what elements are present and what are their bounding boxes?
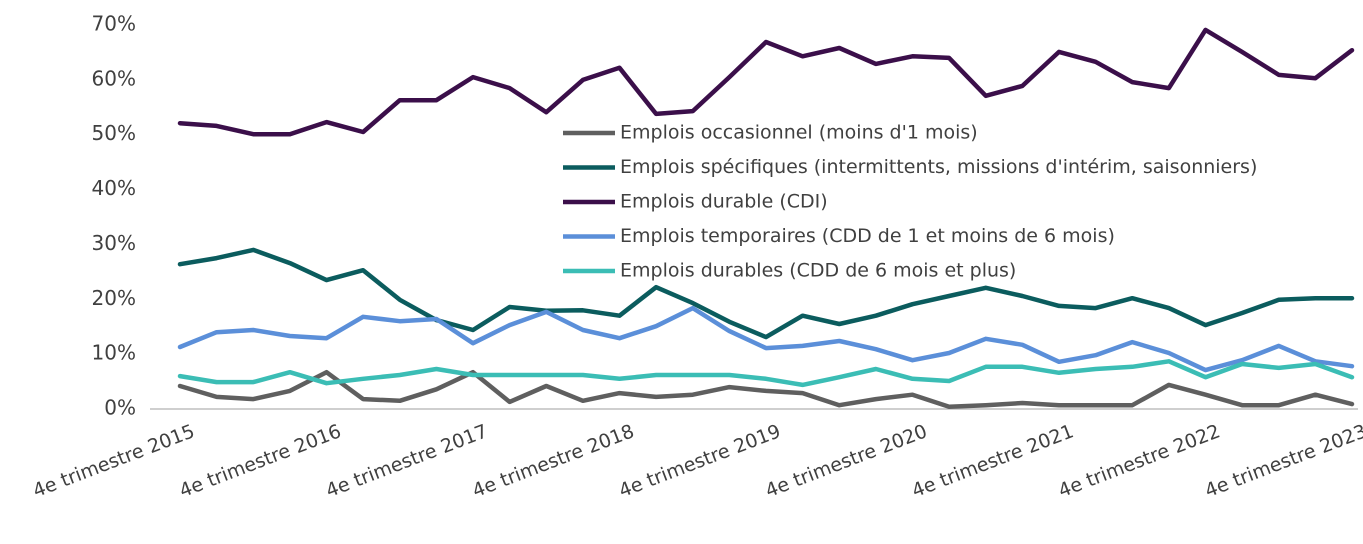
y-tick-label: 30% <box>92 231 136 255</box>
x-tick-label: 4e trimestre 2020 <box>762 420 930 502</box>
y-tick-label: 60% <box>92 66 136 90</box>
x-tick-label: 4e trimestre 2023 <box>1202 420 1363 502</box>
legend-label: Emplois spécifiques (intermittents, miss… <box>620 156 1257 178</box>
legend-label: Emplois temporaires (CDD de 1 et moins d… <box>620 225 1115 247</box>
y-tick-label: 0% <box>104 396 136 420</box>
legend-label: Emplois durables (CDD de 6 mois et plus) <box>620 260 1016 282</box>
x-tick-label: 4e trimestre 2017 <box>323 420 491 502</box>
legend-label: Emplois occasionnel (moins d'1 mois) <box>620 122 978 144</box>
x-tick-label: 4e trimestre 2019 <box>616 420 784 502</box>
legend-label: Emplois durable (CDI) <box>620 191 828 213</box>
y-tick-label: 50% <box>92 121 136 145</box>
y-tick-label: 20% <box>92 286 136 310</box>
series-line <box>177 369 1355 410</box>
y-tick-label: 40% <box>92 176 136 200</box>
y-tick-label: 10% <box>92 341 136 365</box>
x-tick-label: 4e trimestre 2016 <box>176 420 344 502</box>
x-tick-label: 4e trimestre 2021 <box>909 420 1077 502</box>
x-tick-label: 4e trimestre 2018 <box>469 420 637 502</box>
x-tick-label: 4e trimestre 2015 <box>30 420 198 502</box>
y-tick-label: 70% <box>92 12 136 36</box>
series-line <box>177 27 1355 137</box>
series-line <box>177 247 1355 340</box>
legend: Emplois occasionnel (moins d'1 mois) Empl… <box>563 122 1257 282</box>
x-tick-label: 4e trimestre 2022 <box>1055 420 1223 502</box>
series-line <box>177 305 1355 373</box>
series-line <box>177 359 1355 388</box>
